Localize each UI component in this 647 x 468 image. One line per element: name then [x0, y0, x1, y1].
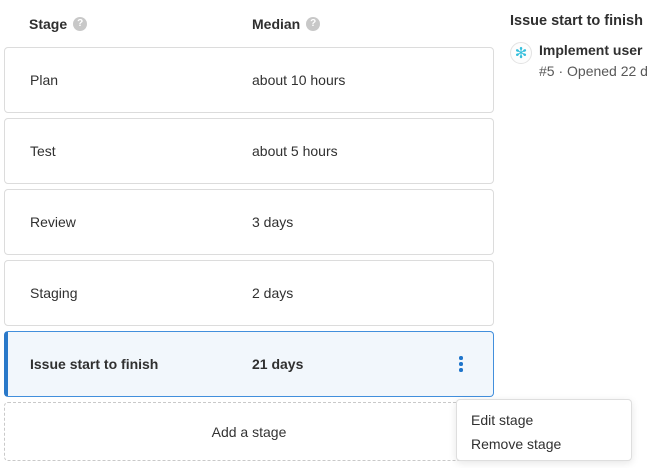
median-value: about 5 hours — [252, 143, 338, 159]
median-value: about 10 hours — [252, 72, 346, 88]
stage-name: Review — [30, 214, 76, 230]
stage-help-icon[interactable]: ? — [73, 16, 88, 31]
add-stage-button[interactable]: Add a stage — [4, 402, 494, 461]
stage-row-issue-start-to-finish[interactable]: Issue start to finish 21 days — [4, 331, 494, 397]
menu-item-edit-stage[interactable]: Edit stage — [471, 412, 534, 428]
stage-options-kebab-button[interactable] — [447, 349, 475, 379]
median-value: 2 days — [252, 285, 294, 301]
issue-author-avatar: ✻ — [510, 42, 532, 64]
stage-name: Issue start to finish — [30, 356, 159, 372]
stage-name: Plan — [30, 72, 59, 88]
stage-name: Staging — [30, 285, 78, 301]
issue-title-link[interactable]: Implement user — [539, 42, 643, 58]
menu-item-remove-stage[interactable]: Remove stage — [471, 436, 562, 452]
stage-row-staging[interactable]: Staging 2 days — [4, 260, 494, 326]
stage-list-panel: Stage ? Median ? Plan about 10 hours Tes… — [0, 0, 510, 461]
issue-list-item[interactable]: ✻ Implement user #5 · Opened 22 d — [510, 42, 647, 79]
median-value: 21 days — [252, 356, 304, 372]
kebab-dot — [459, 368, 463, 372]
stage-row-test[interactable]: Test about 5 hours — [4, 118, 494, 184]
median-help-icon[interactable]: ? — [306, 16, 321, 31]
detail-panel-title: Issue start to finish — [510, 13, 643, 29]
stage-detail-panel: Issue start to finish ✻ Implement user #… — [510, 0, 647, 79]
stage-name: Test — [30, 143, 56, 159]
stage-row-review[interactable]: Review 3 days — [4, 189, 494, 255]
median-value: 3 days — [252, 214, 294, 230]
stage-list-header: Stage ? Median ? — [0, 0, 510, 47]
add-stage-label: Add a stage — [211, 423, 287, 440]
issue-meta: #5 · Opened 22 d — [539, 63, 647, 79]
kebab-dot — [459, 356, 463, 360]
median-column-header: Median — [252, 15, 301, 32]
stage-context-menu: Edit stage Remove stage — [456, 399, 632, 461]
stage-column-header: Stage — [29, 15, 68, 32]
kebab-dot — [459, 362, 463, 366]
stage-row-plan[interactable]: Plan about 10 hours — [4, 47, 494, 113]
